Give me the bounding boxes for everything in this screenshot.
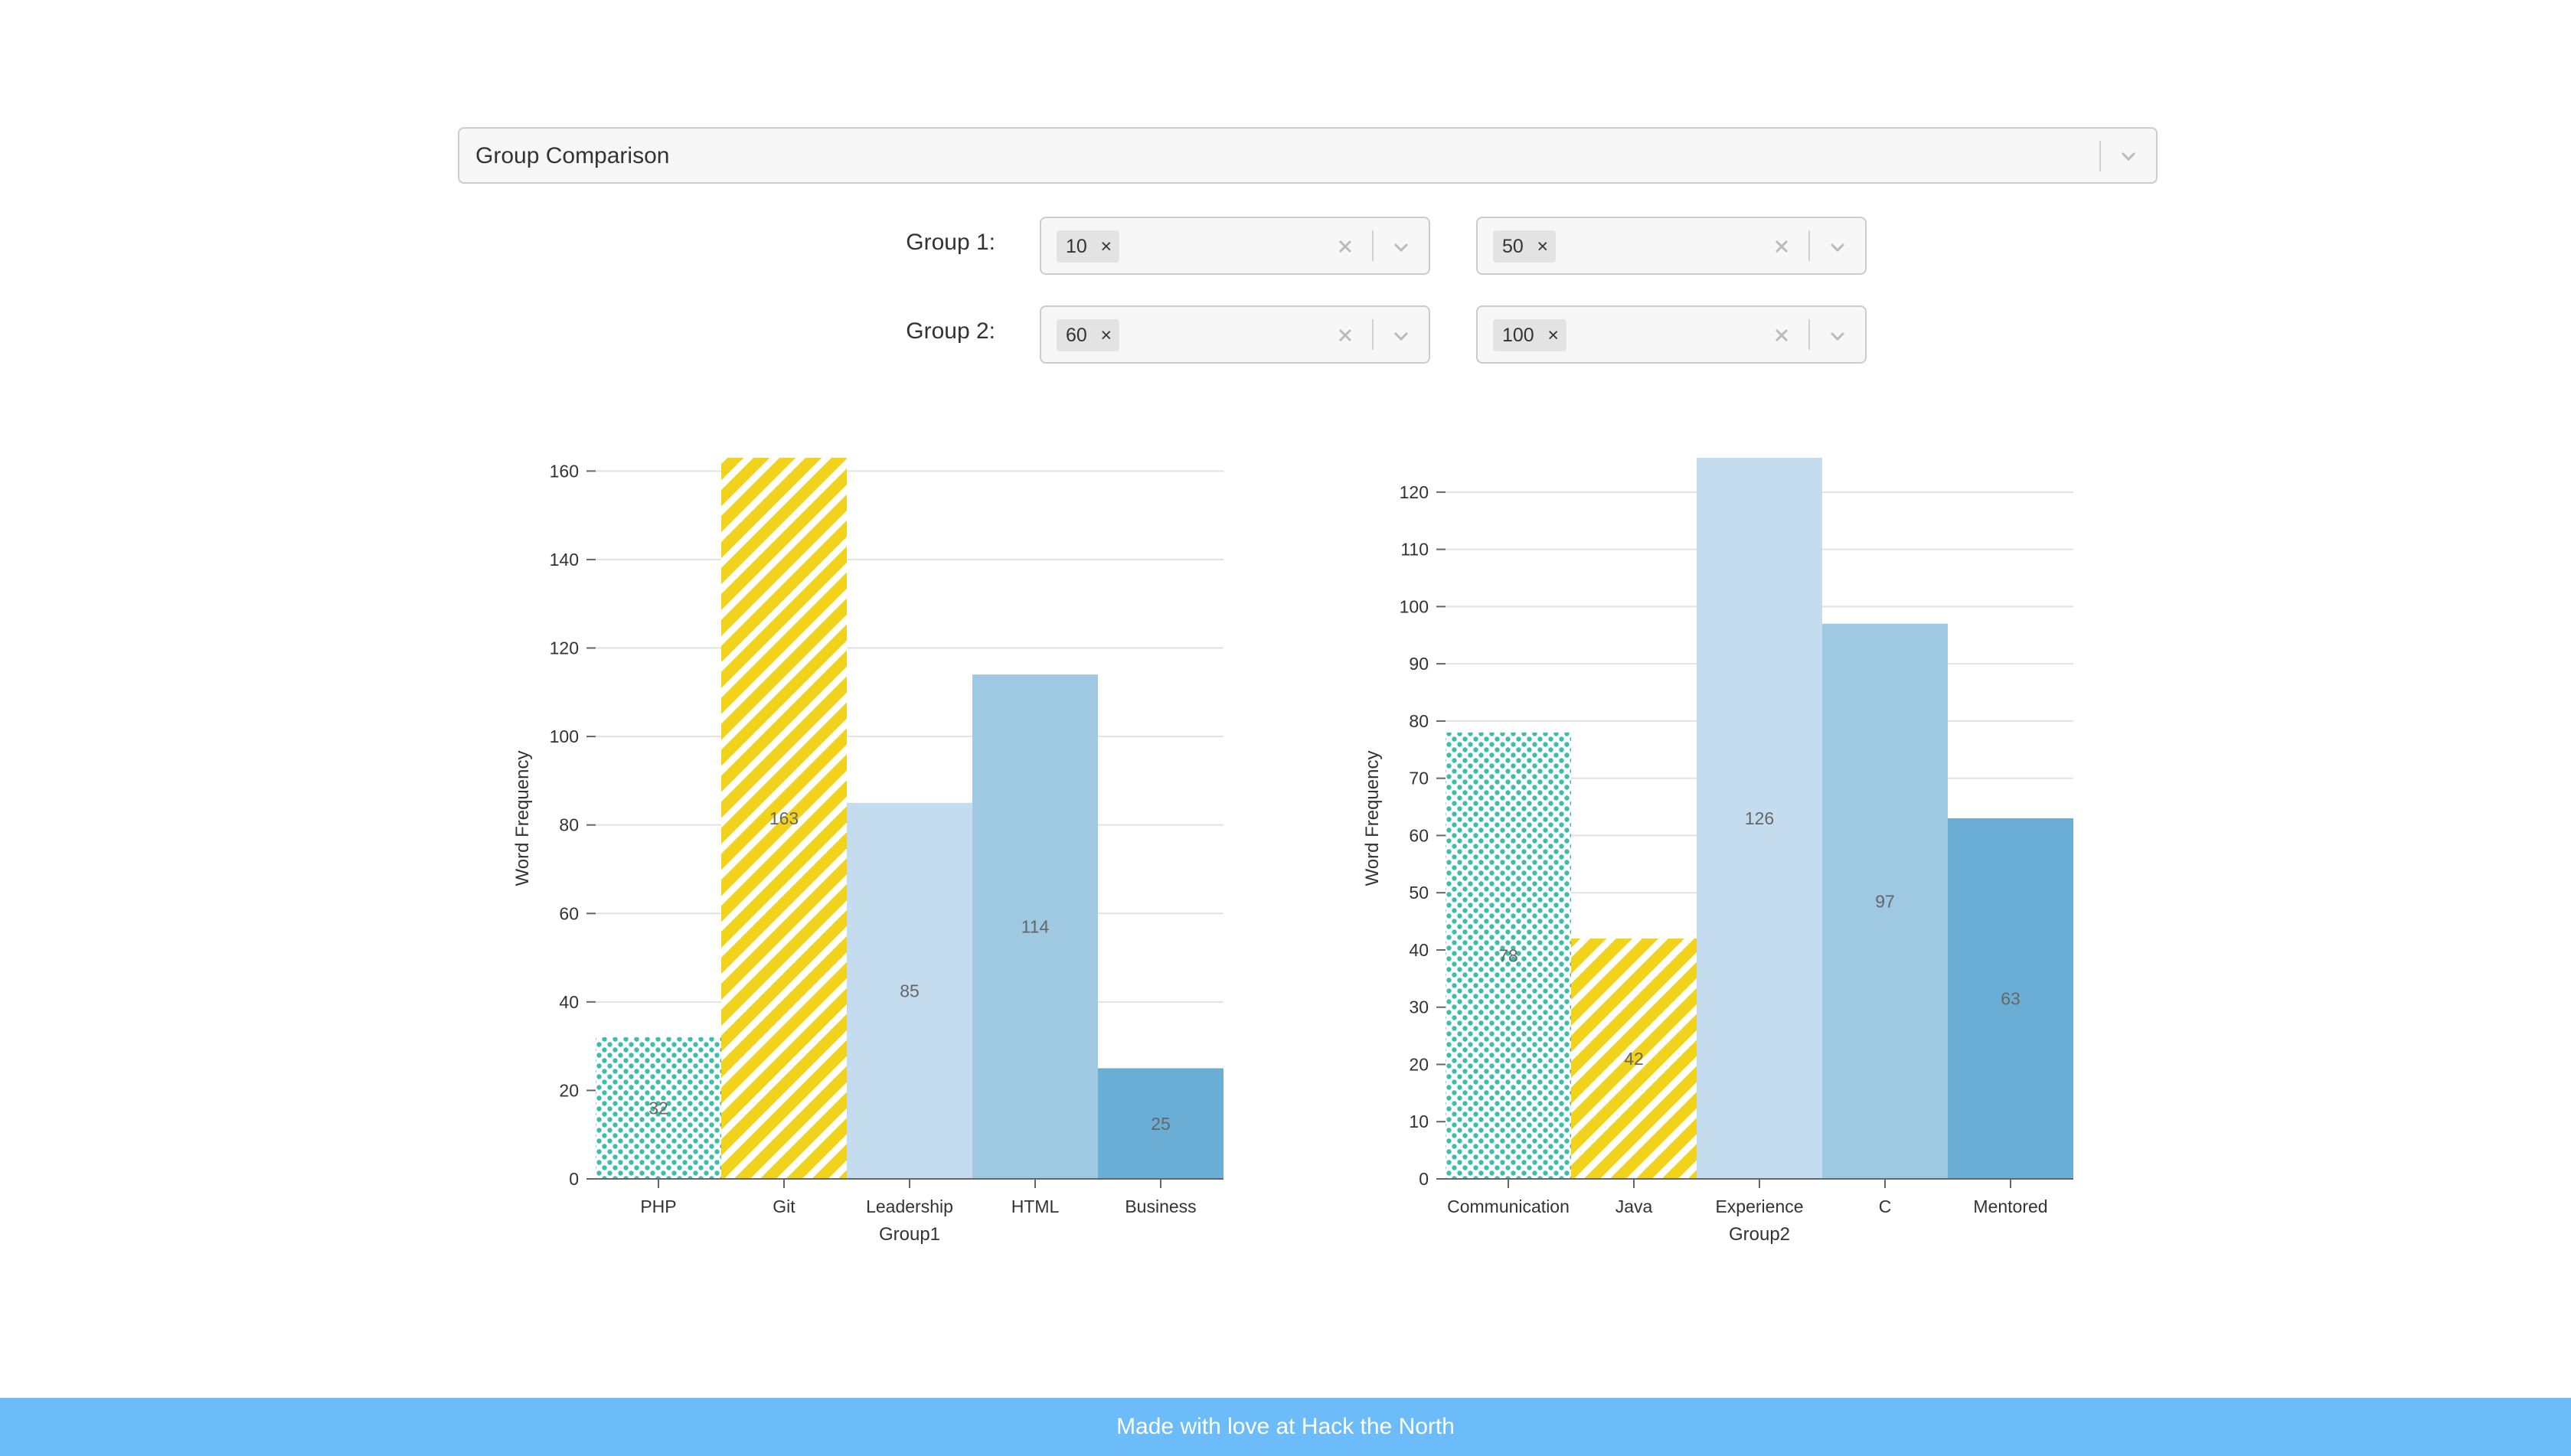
y-tick-label: 0 [1419, 1169, 1429, 1189]
y-tick-label: 20 [559, 1080, 579, 1100]
group2-select-b[interactable]: 100 × [1476, 305, 1867, 364]
y-tick-label: 30 [1409, 997, 1429, 1017]
chevron-down-icon[interactable] [1827, 325, 1848, 347]
y-tick-label: 120 [1400, 482, 1429, 502]
y-tick-label: 80 [1409, 711, 1429, 731]
chevron-down-icon[interactable] [1390, 325, 1412, 347]
x-tick-label: PHP [640, 1196, 676, 1216]
chip-value: 10 [1066, 235, 1087, 257]
x-tick-label: Experience [1715, 1196, 1803, 1216]
y-axis-title: Word Frequency [512, 751, 533, 886]
bar-communication[interactable] [1446, 732, 1571, 1179]
group2-select-a[interactable]: 60 × [1040, 305, 1430, 364]
y-tick-label: 0 [569, 1169, 579, 1189]
bar-html[interactable] [972, 674, 1098, 1179]
bar-value-label: 78 [1498, 945, 1518, 965]
bar-value-label: 114 [1021, 917, 1050, 937]
bar-value-label: 25 [1151, 1114, 1171, 1134]
group1-select-b[interactable]: 50 × [1476, 217, 1867, 275]
bar-value-label: 85 [900, 981, 920, 1001]
group2-select-b-chip: 100 × [1493, 319, 1566, 351]
bar-php[interactable] [596, 1037, 721, 1179]
bar-value-label: 32 [648, 1099, 668, 1118]
indicator-separator [1372, 230, 1374, 261]
chip-remove-icon[interactable]: × [1100, 324, 1112, 346]
group2-label: Group 2: [906, 318, 995, 344]
y-axis-title: Word Frequency [1362, 751, 1383, 886]
clear-icon[interactable] [1334, 235, 1357, 258]
y-tick-label: 100 [1400, 596, 1429, 616]
x-tick-label: Communication [1447, 1196, 1570, 1216]
bar-java[interactable] [1571, 939, 1697, 1179]
group2-bar-chart: 0 10 20 30 40 50 60 70 80 90 100 110 120 78 Communicat… [1362, 458, 2073, 1245]
y-tick-label: 100 [550, 726, 579, 746]
group1-select-b-chip: 50 × [1493, 230, 1556, 263]
y-tick-label: 40 [1409, 940, 1429, 960]
y-tick-label: 40 [559, 992, 579, 1012]
group1-select-a-chip: 10 × [1057, 230, 1119, 263]
x-tick-label: Git [773, 1196, 795, 1216]
clear-icon[interactable] [1770, 324, 1793, 347]
x-tick-label: C [1879, 1196, 1892, 1216]
group2-select-a-chip: 60 × [1057, 319, 1119, 351]
group1-select-a[interactable]: 10 × [1040, 217, 1430, 275]
bar-business[interactable] [1098, 1068, 1223, 1179]
x-tick-label: Leadership [866, 1196, 953, 1216]
bar-mentored[interactable] [1948, 818, 2073, 1179]
y-tick-label: 80 [559, 815, 579, 835]
bar-value-label: 63 [2001, 989, 2021, 1009]
footer-text: Made with love at Hack the North [1116, 1414, 1455, 1439]
bar-git[interactable] [721, 458, 847, 1179]
comparison-select-value: Group Comparison [475, 143, 670, 168]
chevron-down-icon[interactable] [1827, 237, 1848, 258]
clear-icon[interactable] [1770, 235, 1793, 258]
bar-leadership[interactable] [847, 802, 972, 1179]
y-tick-label: 110 [1400, 540, 1429, 560]
y-tick-label: 160 [550, 461, 579, 481]
bar-experience[interactable] [1697, 458, 1822, 1179]
bar-value-label: 97 [1875, 891, 1895, 911]
indicator-separator [1808, 319, 1810, 350]
y-tick-label: 20 [1409, 1054, 1429, 1074]
y-tick-label: 90 [1409, 654, 1429, 674]
y-tick-label: 140 [550, 550, 579, 570]
bar-value-label: 42 [1624, 1049, 1644, 1069]
group1-label: Group 1: [906, 230, 995, 255]
clear-icon[interactable] [1334, 324, 1357, 347]
x-tick-label: HTML [1011, 1196, 1060, 1216]
y-tick-label: 120 [550, 638, 579, 658]
chip-remove-icon[interactable]: × [1100, 235, 1112, 257]
chevron-down-icon[interactable] [2118, 145, 2139, 167]
group1-bar-chart: 0 20 40 60 80 100 120 140 160 32 PHP 163 Git 85 Leader… [512, 458, 1223, 1245]
y-tick-label: 10 [1409, 1112, 1429, 1131]
y-tick-label: 70 [1409, 769, 1429, 788]
x-tick-label: Java [1615, 1196, 1653, 1216]
chip-remove-icon[interactable]: × [1547, 324, 1560, 346]
x-tick-label: Mentored [1973, 1196, 2047, 1216]
chevron-down-icon[interactable] [1390, 237, 1412, 258]
x-tick-label: Business [1125, 1196, 1196, 1216]
chip-value: 50 [1502, 235, 1524, 257]
comparison-select[interactable]: Group Comparison [458, 127, 2158, 184]
chip-value: 60 [1066, 324, 1087, 346]
footer: Made with love at Hack the North [0, 1398, 2571, 1456]
chip-remove-icon[interactable]: × [1537, 235, 1549, 257]
indicator-separator [2099, 141, 2101, 171]
y-tick-label: 60 [559, 903, 579, 923]
indicator-separator [1808, 230, 1810, 261]
bar-value-label: 126 [1745, 808, 1774, 828]
y-tick-label: 60 [1409, 825, 1429, 845]
x-axis-title: Group1 [879, 1224, 940, 1245]
x-axis-title: Group2 [1729, 1224, 1790, 1245]
bar-c[interactable] [1822, 623, 1948, 1179]
indicator-separator [1372, 319, 1374, 350]
y-tick-label: 50 [1409, 883, 1429, 903]
chip-value: 100 [1502, 324, 1534, 346]
bar-value-label: 163 [769, 808, 799, 828]
